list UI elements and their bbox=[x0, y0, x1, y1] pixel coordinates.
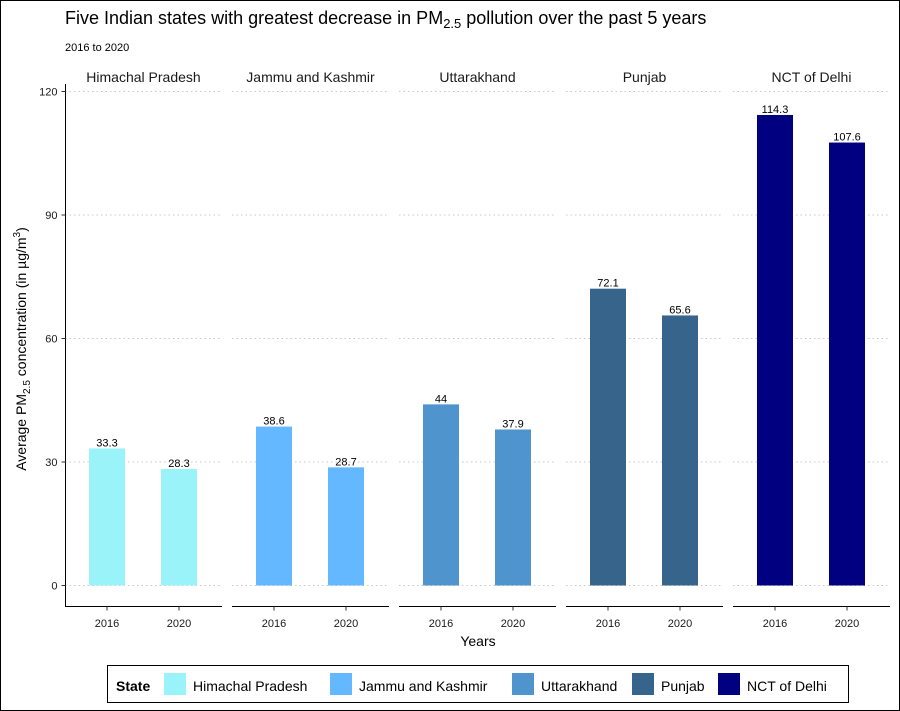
facet-strip-label: Himachal Pradesh bbox=[86, 69, 200, 85]
x-tick-label: 2020 bbox=[501, 618, 525, 630]
x-tick-label: 2020 bbox=[835, 618, 859, 630]
chart-title: Five Indian states with greatest decreas… bbox=[65, 8, 706, 31]
bar bbox=[256, 426, 292, 586]
x-tick-label: 2020 bbox=[334, 618, 358, 630]
facet-strip-label: Punjab bbox=[623, 69, 667, 85]
facet-strip-label: Jammu and Kashmir bbox=[246, 69, 375, 85]
bar bbox=[495, 429, 531, 586]
chart-title-rest: pollution over the past 5 years bbox=[461, 8, 706, 28]
y-axis-title: Average PM2.5 concentration (in µg/m3) bbox=[12, 227, 33, 471]
legend-label: Himachal Pradesh bbox=[193, 678, 307, 694]
legend-swatch bbox=[164, 673, 186, 695]
data-label: 107.6 bbox=[833, 132, 861, 144]
chart-subtitle: 2016 to 2020 bbox=[65, 42, 129, 54]
y-axis-title-sup: 3 bbox=[12, 231, 23, 237]
data-label: 38.6 bbox=[263, 416, 284, 428]
data-label: 44 bbox=[435, 393, 447, 405]
legend-swatch bbox=[330, 673, 352, 695]
y-tick-label: 30 bbox=[45, 457, 57, 469]
bar bbox=[423, 404, 459, 586]
legend-label: Uttarakhand bbox=[541, 678, 617, 694]
data-label: 28.7 bbox=[335, 456, 356, 468]
facet-panel: NCT of Delhi 114.3 2016 107.6 2020 bbox=[733, 69, 890, 630]
y-axis-title-mid: concentration (in µg/m bbox=[13, 237, 29, 380]
y-axis-title-pre: Average PM bbox=[13, 394, 29, 471]
x-tick-label: 2016 bbox=[429, 618, 453, 630]
data-label: 72.1 bbox=[597, 278, 618, 290]
legend-label: Punjab bbox=[661, 678, 705, 694]
data-label: 28.3 bbox=[168, 458, 189, 470]
y-tick-label: 60 bbox=[45, 334, 57, 346]
x-axis-title: Years bbox=[460, 633, 495, 649]
chart-title-subscript: 2.5 bbox=[443, 16, 461, 31]
x-tick-label: 2016 bbox=[95, 618, 119, 630]
facet-panel: Himachal Pradesh 33.3 2016 28.3 2020 bbox=[65, 69, 222, 630]
legend-label: Jammu and Kashmir bbox=[359, 678, 488, 694]
facet-strip-label: Uttarakhand bbox=[439, 69, 515, 85]
bar bbox=[662, 315, 698, 586]
bar bbox=[590, 288, 626, 586]
data-label: 65.6 bbox=[669, 304, 690, 316]
legend-swatch bbox=[632, 673, 654, 695]
x-tick-label: 2016 bbox=[262, 618, 286, 630]
data-label: 114.3 bbox=[762, 104, 789, 116]
y-tick-label: 120 bbox=[39, 87, 57, 99]
axis-layer: 0 30 60 90 120 bbox=[39, 84, 66, 607]
chart-title-main: Five Indian states with greatest decreas… bbox=[65, 8, 443, 28]
bar bbox=[161, 468, 197, 586]
bar bbox=[89, 448, 125, 586]
bar bbox=[757, 114, 793, 586]
legend-title: State bbox=[116, 678, 150, 694]
bar bbox=[328, 467, 364, 586]
y-tick-label: 0 bbox=[51, 581, 57, 593]
legend-label: NCT of Delhi bbox=[747, 678, 827, 694]
x-tick-label: 2016 bbox=[763, 618, 787, 630]
y-tick-label: 90 bbox=[45, 210, 57, 222]
x-tick-label: 2020 bbox=[167, 618, 191, 630]
legend: State Himachal Pradesh Jammu and Kashmir U… bbox=[107, 665, 849, 703]
facet-panel: Uttarakhand 44 2016 37.9 2020 bbox=[399, 69, 556, 630]
y-axis-title-post: ) bbox=[13, 227, 29, 232]
x-tick-label: 2016 bbox=[596, 618, 620, 630]
legend-swatch bbox=[718, 673, 740, 695]
facet-panel: Punjab 72.1 2016 65.6 2020 bbox=[566, 69, 723, 630]
x-tick-label: 2020 bbox=[668, 618, 692, 630]
bar bbox=[829, 142, 865, 586]
facet-panel: Jammu and Kashmir 38.6 2016 28.7 2020 bbox=[232, 69, 389, 630]
data-label: 37.9 bbox=[502, 418, 523, 430]
facet-strip-label: NCT of Delhi bbox=[772, 69, 852, 85]
legend-swatch bbox=[512, 673, 534, 695]
data-label: 33.3 bbox=[96, 437, 117, 449]
y-axis-title-sub: 2.5 bbox=[22, 380, 33, 394]
